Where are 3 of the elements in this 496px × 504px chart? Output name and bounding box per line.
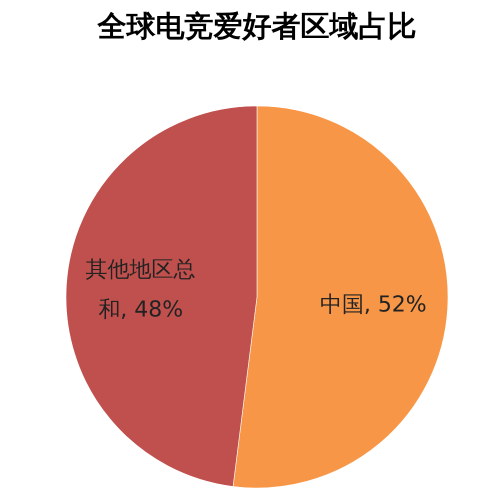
- chart-title: 全球电竞爱好者区域占比: [96, 9, 416, 43]
- slice-label: 中国, 52%: [320, 292, 427, 317]
- slice-label: 其他地区总和, 48%: [86, 257, 196, 322]
